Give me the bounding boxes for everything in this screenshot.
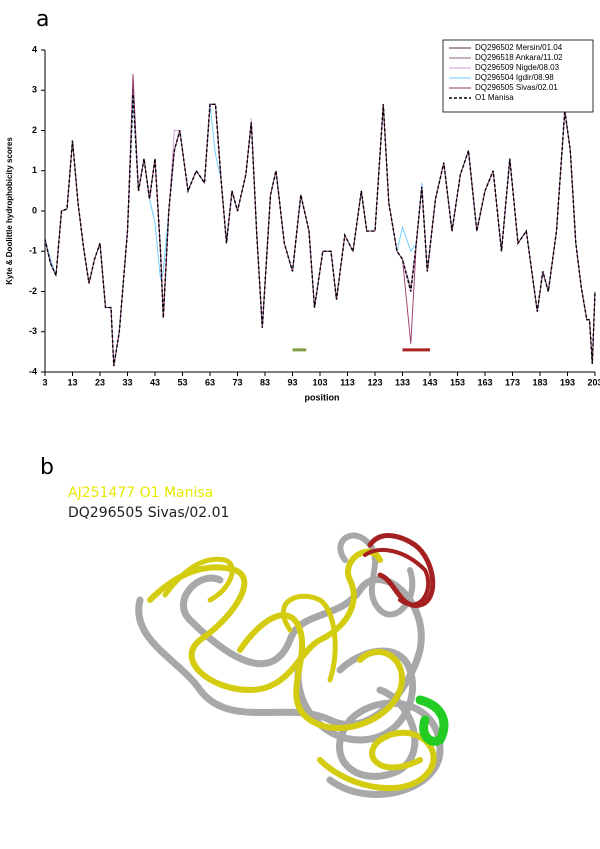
x-tick-label: 53 (177, 377, 187, 387)
legend-box (442, 39, 594, 113)
x-tick-label: 83 (260, 377, 270, 387)
y-tick-label: 3 (32, 85, 37, 95)
y-axis-label: Kyte & Doolittle hydrophobicity scores (5, 137, 14, 285)
x-tick-label: 73 (232, 377, 242, 387)
legend-label: DQ296505 Sivas/02.01 (475, 83, 558, 92)
structure-legend: DQ296505 Sivas/02.01 (68, 505, 229, 521)
y-tick-label: -4 (29, 366, 37, 376)
x-tick-label: 143 (422, 377, 437, 387)
x-tick-label: 173 (505, 377, 520, 387)
x-tick-label: 123 (367, 377, 382, 387)
x-tick-label: 113 (340, 377, 355, 387)
x-tick-label: 163 (477, 377, 492, 387)
x-tick-label: 13 (67, 377, 77, 387)
panel-label: a (36, 7, 49, 32)
x-tick-label: 63 (205, 377, 215, 387)
x-tick-label: 183 (532, 377, 547, 387)
x-tick-label: 203 (587, 377, 600, 387)
structure-legend: AJ251477 O1 Manisa (68, 485, 213, 501)
y-tick-label: 0 (32, 205, 37, 215)
legend-label: DQ296518 Ankara/11.02 (475, 53, 563, 62)
legend-label: DQ296502 Mersin/01.04 (475, 43, 563, 52)
panel-label: b (40, 455, 54, 480)
y-tick-label: -1 (29, 246, 37, 256)
x-tick-label: 133 (395, 377, 410, 387)
x-tick-label: 93 (287, 377, 297, 387)
legend-label: O1 Manisa (475, 93, 514, 102)
y-tick-label: -3 (29, 326, 37, 336)
y-tick-label: 1 (32, 165, 37, 175)
x-tick-label: 33 (122, 377, 132, 387)
x-tick-label: 3 (42, 377, 47, 387)
x-tick-label: 23 (95, 377, 105, 387)
y-tick-label: 4 (32, 44, 37, 54)
legend-label: DQ296509 Nigde/08.03 (475, 63, 560, 72)
protein-structure (135, 532, 449, 798)
y-tick-label: -2 (29, 286, 37, 296)
legend-label: DQ296504 Igdir/08.98 (475, 73, 554, 82)
x-tick-label: 193 (560, 377, 575, 387)
x-axis-label: position (305, 392, 340, 402)
x-tick-label: 103 (312, 377, 327, 387)
y-tick-label: 2 (32, 125, 37, 135)
x-tick-label: 43 (150, 377, 160, 387)
x-tick-label: 153 (450, 377, 465, 387)
data-line (44, 94, 596, 367)
